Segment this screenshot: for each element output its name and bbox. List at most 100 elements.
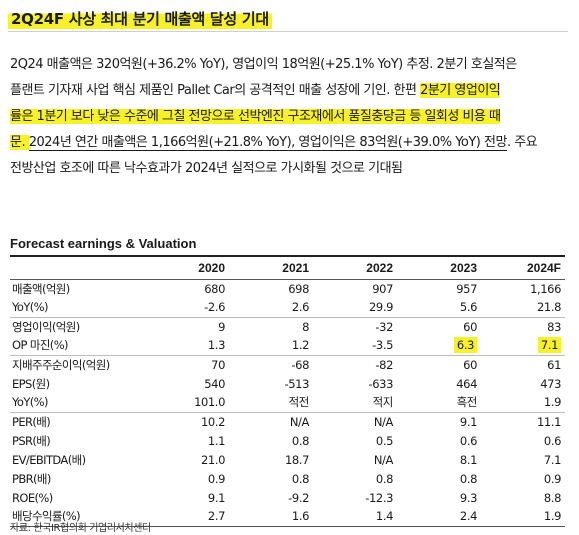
table-cell: 흑전 xyxy=(456,395,478,410)
paragraph-text: 2Q24 매출액은 320억원(+36.2% YoY), 영업이익 18억원(+… xyxy=(10,57,517,72)
table-cell: 0.6 xyxy=(543,433,561,448)
row-label: 배당수익률(%) xyxy=(10,507,145,527)
table-cell: 18.7 xyxy=(284,452,309,467)
table-cell: 2.6 xyxy=(291,300,309,315)
row-label: ROE(%) xyxy=(12,490,53,505)
table-row: ROE(%) 9.1 -9.2 -12.3 9.3 8.8 xyxy=(10,488,565,507)
table-cell: 5.6 xyxy=(459,300,477,315)
table-title: Forecast earnings & Valuation xyxy=(10,236,197,251)
table-cell: 83 xyxy=(481,316,565,336)
table-row: PSR(배) 1.1 0.8 0.5 0.6 0.6 xyxy=(10,431,565,450)
table-row: PER(배) 10.2 N/A N/A 9.1 11.1 xyxy=(10,411,565,431)
table-cell: -2.6 xyxy=(204,300,225,315)
table-cell: 464 xyxy=(456,376,477,391)
table-cell: 1.6 xyxy=(229,507,313,527)
row-label: PBR(배) xyxy=(12,471,51,486)
table-cell: 6.3 xyxy=(397,336,481,355)
table-cell: 2.4 xyxy=(397,507,481,527)
table-cell: 473 xyxy=(540,376,561,391)
summary-paragraph: 2Q24 매출액은 320억원(+36.2% YoY), 영업이익 18억원(+… xyxy=(10,52,570,182)
table-cell: -68 xyxy=(229,354,313,374)
table-cell: 0.8 xyxy=(459,471,477,486)
row-label: YoY(%) xyxy=(12,395,48,410)
underlined-text: 2024년 연간 매출액은 1,166억원(+21.8% YoY), 영업이익은… xyxy=(28,135,507,151)
table-cell: 9.1 xyxy=(397,411,481,431)
table-row: YoY(%) -2.6 2.6 29.9 5.6 21.8 xyxy=(10,298,565,317)
table-cell: 907 xyxy=(313,278,397,298)
table-cell: 540 xyxy=(204,376,225,391)
header-cell: 2020 xyxy=(145,255,229,280)
table-cell: N/A xyxy=(373,452,394,467)
table-cell: 0.8 xyxy=(375,471,393,486)
table-cell: 1.1 xyxy=(207,433,225,448)
table-cell: -633 xyxy=(368,376,394,391)
table-row: EV/EBITDA(배) 21.0 18.7 N/A 8.1 7.1 xyxy=(10,450,565,469)
table-cell: 9.3 xyxy=(459,490,477,505)
table-cell: 61 xyxy=(481,354,565,374)
table-cell: N/A xyxy=(313,411,397,431)
table-cell: 9 xyxy=(145,316,229,336)
header-cell: 2021 xyxy=(229,255,313,280)
paragraph-text: 플랜트 기자재 사업 핵심 제품인 Pallet Car의 공격적인 매출 성장… xyxy=(10,83,421,98)
table-cell: N/A xyxy=(229,411,313,431)
highlighted-text: 문. xyxy=(10,135,29,150)
table-cell: 적전 xyxy=(288,395,310,410)
paragraph-line-2: 플랜트 기자재 사업 핵심 제품인 Pallet Car의 공격적인 매출 성장… xyxy=(10,78,570,104)
table-cell: 0.8 xyxy=(291,471,309,486)
row-label: EPS(원) xyxy=(12,376,50,391)
table-cell: 적지 xyxy=(372,395,394,410)
table-cell: -3.5 xyxy=(372,338,393,353)
paragraph-line-4: 문. 2024년 연간 매출액은 1,166억원(+21.8% YoY), 영업… xyxy=(10,130,570,156)
table-row: PBR(배) 0.9 0.8 0.8 0.8 0.9 xyxy=(10,469,565,488)
heading-divider xyxy=(8,31,568,32)
table-header-row: 2020 2021 2022 2023 2024F xyxy=(10,255,565,280)
header-cell: 2023 xyxy=(397,255,481,280)
table-cell: 1.9 xyxy=(481,507,565,527)
row-label: OP 마진(%) xyxy=(12,338,69,353)
table-cell: 8.8 xyxy=(543,490,561,505)
forecast-table: 2020 2021 2022 2023 2024F 매출액(억원) 680 698 9… xyxy=(10,255,565,527)
table-cell: -9.2 xyxy=(288,490,309,505)
table-cell: 70 xyxy=(145,354,229,374)
table-cell: 1.3 xyxy=(207,338,225,353)
row-label: 매출액(억원) xyxy=(10,278,145,298)
highlighted-text: 2분기 영업이익 xyxy=(420,83,501,98)
table-cell: 21.0 xyxy=(200,452,225,467)
header-cell xyxy=(10,255,145,280)
table-row: OP 마진(%) 1.3 1.2 -3.5 6.3 7.1 xyxy=(10,336,565,355)
header-cell: 2022 xyxy=(313,255,397,280)
table-cell: 60 xyxy=(397,316,481,336)
table-cell: 8 xyxy=(229,316,313,336)
table-row: EPS(원) 540 -513 -633 464 473 xyxy=(10,374,565,393)
paragraph-line-5: 전방산업 호조에 따른 낙수효과가 2024년 실적으로 가시화될 것으로 기대… xyxy=(10,156,570,182)
table-cell: 1,166 xyxy=(481,278,565,298)
table-cell: -12.3 xyxy=(365,490,393,505)
table-cell: 7.1 xyxy=(543,452,561,467)
table-cell: 2.7 xyxy=(145,507,229,527)
paragraph-text: 전방산업 호조에 따른 낙수효과가 2024년 실적으로 가시화될 것으로 기대… xyxy=(10,161,403,176)
table-cell: 60 xyxy=(397,354,481,374)
highlighted-value: 7.1 xyxy=(537,337,561,354)
table-cell: -82 xyxy=(313,354,397,374)
table-row: 지배주주순이익(억원) 70 -68 -82 60 61 xyxy=(10,354,565,374)
table-cell: -32 xyxy=(313,316,397,336)
table-cell: 0.5 xyxy=(375,433,393,448)
table-row: 영업이익(억원) 9 8 -32 60 83 xyxy=(10,316,565,336)
row-label: EV/EBITDA(배) xyxy=(12,452,86,467)
paragraph-line-3: 률은 1분기 보다 낮은 수준에 그칠 전망으로 선박엔진 구조재에서 품질충당… xyxy=(10,104,570,130)
row-label: YoY(%) xyxy=(12,300,48,315)
highlighted-text: 률은 1분기 보다 낮은 수준에 그칠 전망으로 선박엔진 구조재에서 품질충당… xyxy=(10,109,501,124)
table-cell: 11.1 xyxy=(481,411,565,431)
table-cell: 957 xyxy=(397,278,481,298)
table-cell: 0.8 xyxy=(291,433,309,448)
table-cell: 1.9 xyxy=(543,395,561,410)
paragraph-text: . 주요 xyxy=(506,135,538,150)
row-label: PER(배) xyxy=(10,411,145,431)
highlighted-value: 6.3 xyxy=(453,337,477,354)
table-cell: 680 xyxy=(145,278,229,298)
table-cell: 8.1 xyxy=(459,452,477,467)
row-label: 영업이익(억원) xyxy=(10,316,145,336)
table-cell: -513 xyxy=(284,376,310,391)
source-note: 자료: 한국IR협의회 기업리서치센터 xyxy=(10,523,151,534)
table-cell: 0.9 xyxy=(207,471,225,486)
